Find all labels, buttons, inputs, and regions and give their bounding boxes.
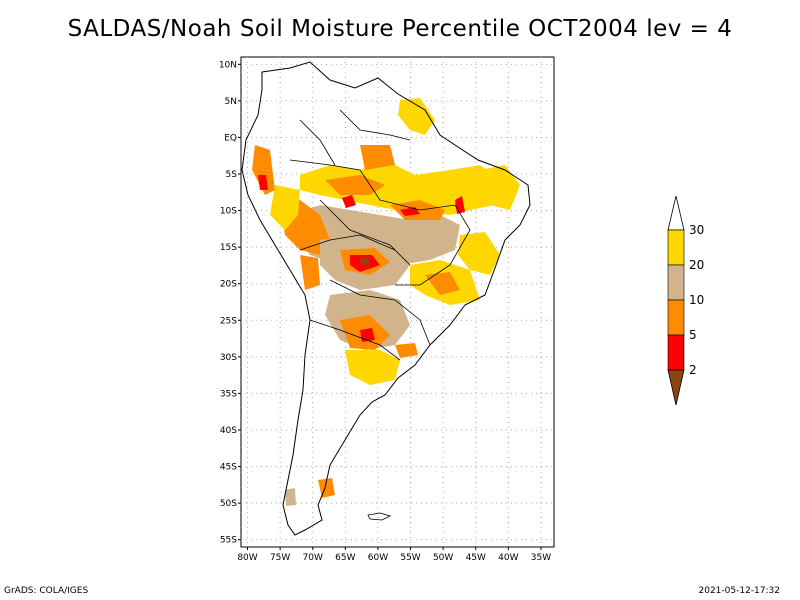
lon-tick-label: 40W [498, 553, 518, 563]
colorbar-level-label: 20 [689, 258, 704, 272]
field-tan-patagonia [285, 488, 296, 506]
lat-tick-label: 10N [219, 60, 237, 70]
field-yellow-north [300, 160, 500, 215]
lat-tick-label: 10S [220, 207, 237, 217]
field-yellow-ne [480, 165, 520, 210]
lon-tick-label: 60W [368, 553, 388, 563]
lon-tick-label: 75W [270, 553, 290, 563]
percentile-field [252, 98, 520, 506]
colorbar: 2 5 10 20 30 [667, 195, 704, 406]
field-orange-patagonia [318, 478, 335, 498]
lat-tick-label: 15S [220, 243, 237, 253]
lat-tick-label: 5S [226, 170, 238, 180]
field-red-spot2 [400, 207, 420, 216]
field-red-andes [258, 175, 268, 190]
lon-tick-label: 70W [303, 553, 323, 563]
lat-tick-label: EQ [224, 133, 237, 143]
lat-tick-label: 35S [220, 389, 237, 399]
field-orange-pampa [395, 343, 418, 358]
lon-tick-label: 65W [335, 553, 355, 563]
colorbar-segment-5-10 [667, 299, 685, 336]
field-orange-andes [252, 145, 275, 195]
longitude-axis: 80W 75W 70W 65W 60W 55W 50W 45W 40W 35W [237, 547, 551, 563]
map-title: SALDAS/Noah Soil Moisture Percentile OCT… [67, 16, 733, 42]
lon-tick-label: 80W [237, 553, 257, 563]
field-orange-se [425, 272, 460, 295]
falkland-islands [367, 512, 392, 521]
lon-tick-label: 55W [400, 553, 420, 563]
colorbar-level-label: 30 [689, 223, 704, 237]
colorbar-segment-20-30 [667, 229, 685, 266]
latitude-axis: 10N 5N EQ 5S 10S 15S 20S 25S 30S 35S 40S 45S 50S 55S [219, 60, 241, 546]
field-yellow-east [458, 232, 500, 275]
field-orange-band2 [390, 200, 445, 220]
field-yellow-south [345, 350, 400, 385]
footer-credit: GrADS: COLA/IGES [4, 586, 89, 596]
field-yellow-guiana [398, 98, 435, 135]
colorbar-bottom-arrow [667, 369, 685, 406]
lat-tick-label: 55S [220, 536, 237, 546]
lat-tick-label: 5N [225, 97, 237, 107]
country-borders [289, 109, 471, 361]
colorbar-top-arrow [667, 195, 685, 231]
field-orange-north [360, 145, 395, 170]
field-orange-band [325, 175, 385, 195]
colorbar-level-label: 2 [689, 363, 697, 377]
lat-tick-label: 45S [220, 463, 237, 473]
lon-tick-label: 50W [433, 553, 453, 563]
colorbar-segment-2-5 [667, 334, 685, 371]
footer-timestamp: 2021-05-12-17:32 [698, 586, 781, 596]
field-red-spot1 [342, 195, 356, 208]
lon-tick-label: 35W [531, 553, 551, 563]
colorbar-level-label: 10 [689, 293, 704, 307]
colorbar-level-label: 5 [689, 328, 697, 342]
lat-tick-label: 25S [220, 316, 237, 326]
lon-tick-label: 45W [466, 553, 486, 563]
lat-tick-label: 50S [220, 499, 237, 509]
coastline [241, 61, 531, 536]
field-orange-peru [300, 255, 320, 290]
lat-tick-label: 40S [220, 426, 237, 436]
colorbar-segment-10-20 [667, 264, 685, 301]
lat-tick-label: 30S [220, 353, 237, 363]
field-yellow-west [270, 185, 300, 230]
field-brown-pantanal [360, 258, 370, 266]
lat-tick-label: 20S [220, 280, 237, 290]
